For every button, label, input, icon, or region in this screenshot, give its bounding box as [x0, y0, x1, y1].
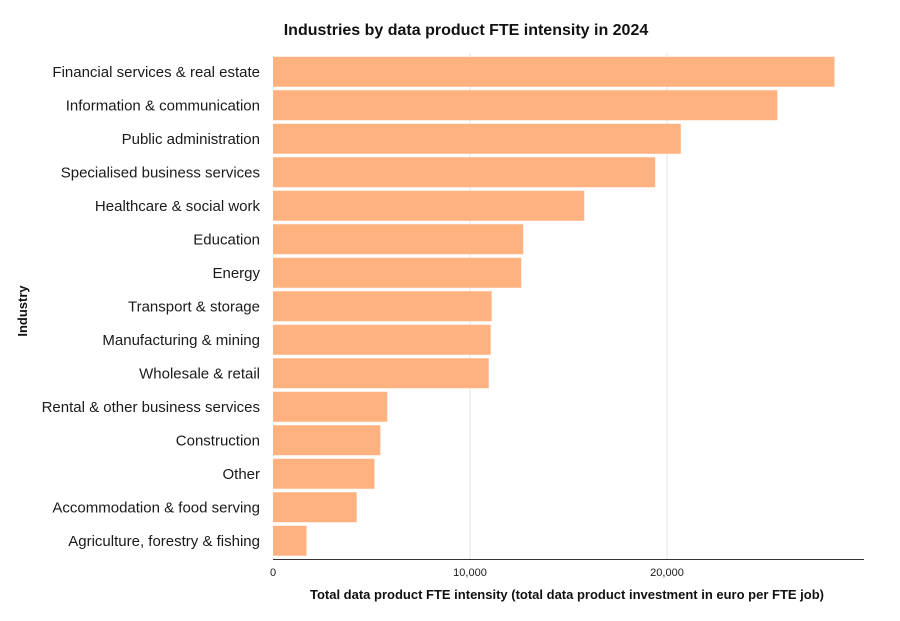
bar [273, 425, 381, 456]
category-label: Manufacturing & mining [102, 332, 260, 349]
bar [273, 324, 491, 355]
bar [273, 190, 585, 221]
x-axis-title: Total data product FTE intensity (total … [310, 587, 824, 602]
category-label: Healthcare & social work [95, 198, 261, 215]
bar [273, 224, 524, 255]
category-label: Wholesale & retail [139, 365, 260, 382]
x-tick-label: 0 [270, 567, 276, 579]
x-tick-label: 20,000 [650, 567, 684, 579]
category-label: Information & communication [66, 97, 260, 114]
category-label: Accommodation & food serving [52, 499, 260, 516]
category-label: Energy [212, 265, 260, 282]
bar [273, 56, 835, 87]
bars [273, 56, 835, 556]
bar [273, 391, 388, 422]
category-label: Transport & storage [128, 298, 260, 315]
bar [273, 291, 492, 322]
category-label: Education [193, 231, 260, 248]
category-labels: Financial services & real estate Informat… [42, 64, 261, 550]
bar [273, 90, 778, 121]
category-label: Specialised business services [61, 164, 260, 181]
category-label: Financial services & real estate [52, 64, 260, 81]
bar [273, 123, 681, 154]
y-axis-title: Industry [15, 285, 30, 337]
bar [273, 358, 489, 389]
category-label: Public administration [122, 131, 260, 148]
x-tick-label: 10,000 [453, 567, 487, 579]
chart-title: Industries by data product FTE intensity… [284, 22, 649, 39]
bar [273, 492, 357, 523]
category-label: Agriculture, forestry & fishing [68, 533, 260, 550]
bar [273, 458, 375, 489]
bar [273, 157, 656, 188]
category-label: Construction [176, 432, 260, 449]
bar [273, 525, 307, 556]
bar [273, 257, 522, 288]
x-tick-labels: 0 10,000 20,000 [270, 567, 684, 579]
category-label: Other [222, 466, 260, 483]
category-label: Rental & other business services [42, 399, 260, 416]
